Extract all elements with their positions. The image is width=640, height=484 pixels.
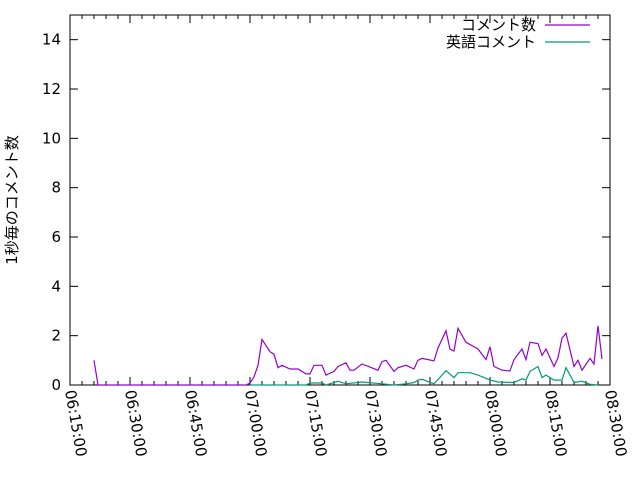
x-tick-label: 07:30:00 (361, 389, 390, 458)
axes: 0 2 4 6 8 10 12 14 06:15:00 06:30:00 06:45:00 07:00… (42, 14, 630, 458)
plot-border (69, 14, 611, 386)
y-tick-label: 14 (42, 31, 61, 49)
y-tick-label: 6 (51, 228, 61, 246)
y-tick-label: 8 (51, 179, 61, 197)
y-tick-label: 0 (51, 376, 61, 394)
x-tick-label: 07:00:00 (241, 389, 270, 458)
y-axis-label: 1秒毎のコメント数 (3, 135, 21, 265)
y-tick-label: 12 (42, 80, 61, 98)
x-tick-label: 08:00:00 (481, 389, 510, 458)
y-tick-label: 10 (42, 129, 61, 147)
legend-label: コメント数 (461, 16, 536, 34)
x-tick-label: 06:30:00 (121, 389, 150, 458)
y-tick-label: 4 (51, 277, 61, 295)
x-tick-label: 06:15:00 (61, 389, 90, 458)
x-tick-label: 06:45:00 (181, 389, 210, 458)
y-tick-label: 2 (51, 327, 61, 345)
series-line-1 (93, 325, 603, 386)
series-lines (93, 325, 603, 386)
series-line-2 (250, 365, 599, 386)
x-tick-label: 07:15:00 (301, 389, 330, 458)
x-tick-label: 07:45:00 (421, 389, 450, 458)
legend-label: 英語コメント (446, 33, 536, 51)
x-tick-label: 08:15:00 (541, 389, 570, 458)
x-tick-label: 08:30:00 (601, 389, 630, 458)
